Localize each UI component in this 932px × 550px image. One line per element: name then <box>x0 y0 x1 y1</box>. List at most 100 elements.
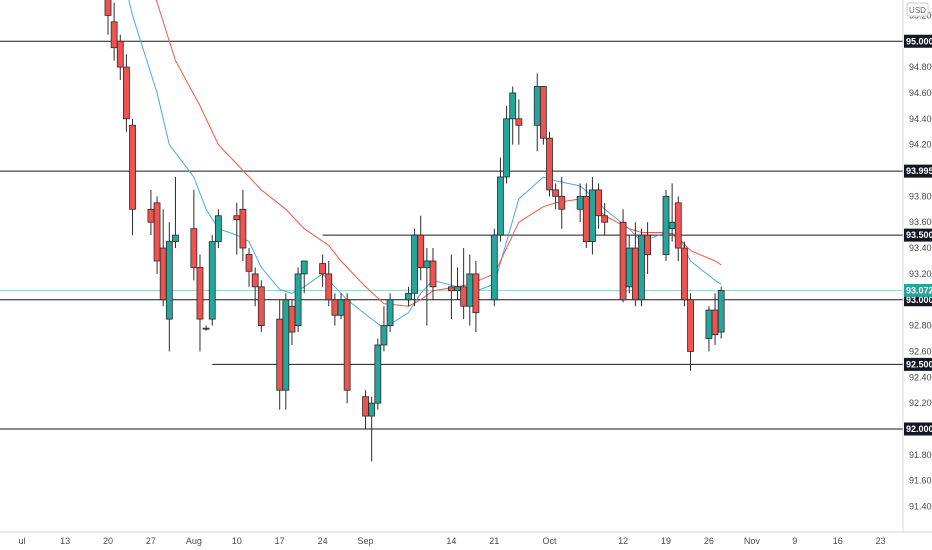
candle-body <box>497 176 504 236</box>
level-badge-label: 92.500 <box>906 359 932 369</box>
level-badge-bg <box>904 228 932 242</box>
candle-body <box>625 247 633 288</box>
candle-body <box>165 241 173 320</box>
candles <box>104 0 725 462</box>
candle <box>251 267 259 307</box>
candle <box>116 34 124 81</box>
price-tick-label: 93.400 <box>909 243 932 253</box>
candle-body <box>153 202 161 262</box>
candle-body <box>239 208 247 249</box>
candle-body <box>429 260 437 288</box>
candle-body <box>122 66 130 120</box>
candle-body <box>674 202 682 249</box>
level-badge-bg <box>904 34 932 48</box>
candle-body <box>717 290 725 333</box>
currency-box[interactable]: USD <box>906 2 929 17</box>
candle <box>165 222 173 352</box>
candle-body <box>552 189 560 197</box>
candle-body <box>515 118 523 126</box>
candle-body <box>405 292 412 301</box>
time-tick-label: 27 <box>146 536 156 546</box>
time-tick-label: 17 <box>275 536 285 546</box>
candle-body <box>472 273 480 314</box>
price-tick-label: 91.400 <box>909 502 932 512</box>
candle-body <box>668 221 676 230</box>
candle-body <box>619 221 627 301</box>
price-tick-label: 91.800 <box>909 450 932 460</box>
price-axis[interactable]: 91.400 91.600 91.800 92.000 92.200 92.400 92.6… <box>909 10 932 511</box>
candle-body <box>411 234 418 294</box>
candle-body <box>631 247 639 301</box>
candle-body <box>343 299 351 391</box>
candle-body <box>503 118 510 178</box>
candle <box>325 260 333 307</box>
level-badge-label: 93.995 <box>906 166 932 176</box>
candle-body <box>208 241 216 320</box>
candle-body <box>460 286 468 307</box>
candle <box>503 105 510 184</box>
candle-body <box>251 273 259 288</box>
candle-body <box>319 263 327 275</box>
candle-body <box>681 247 688 301</box>
candle-body <box>110 21 118 49</box>
time-tick-label: 23 <box>876 536 886 546</box>
candle-body <box>257 286 265 327</box>
candle <box>539 86 547 145</box>
candle-body <box>202 327 210 330</box>
price-tick-label: 93.800 <box>909 191 932 201</box>
time-tick-label: 20 <box>103 536 113 546</box>
candle <box>196 254 204 352</box>
candle-body <box>638 234 645 301</box>
candle-body <box>337 299 345 316</box>
time-tick-label: 21 <box>489 536 499 546</box>
time-tick-label: 13 <box>60 536 70 546</box>
current-price-label: 93.072 <box>906 285 932 295</box>
candle-body <box>589 189 596 242</box>
candle-body <box>331 299 339 316</box>
price-tick-label: 93.200 <box>909 269 932 279</box>
candle <box>300 260 308 294</box>
candle <box>104 0 112 35</box>
time-tick-label: Oct <box>542 536 557 546</box>
candle <box>122 54 130 132</box>
time-axis[interactable]: ul 13 20 27 Aug 10 17 24 Sep 14 21 Oct 12 19 26 Nov 9 16 2… <box>19 536 886 546</box>
candle-body <box>447 286 455 292</box>
candle-body <box>276 318 284 391</box>
candle <box>515 99 523 145</box>
candle-body <box>282 299 290 391</box>
level-badge: 92.000 <box>904 422 932 436</box>
candle <box>190 189 198 281</box>
candle-body <box>172 234 179 242</box>
price-tick-label: 92.400 <box>909 372 932 382</box>
candle-body <box>362 396 369 417</box>
time-tick-label: Aug <box>186 536 202 546</box>
candle-body <box>288 305 296 333</box>
candle <box>172 176 179 249</box>
time-tick-label: Sep <box>358 536 374 546</box>
candle <box>380 306 388 352</box>
current-price-badge: 93.072 <box>904 283 932 297</box>
candle <box>662 189 670 261</box>
candle-body <box>454 286 461 292</box>
candle <box>546 131 553 197</box>
candle <box>214 209 222 249</box>
candle-body <box>705 309 713 339</box>
candle-body <box>233 215 241 221</box>
level-badge: 93.995 <box>904 164 932 178</box>
candle-body <box>147 208 155 223</box>
candle-body <box>417 234 425 268</box>
level-badge-label: 93.000 <box>906 295 932 305</box>
price-tick-label: 91.600 <box>909 476 932 486</box>
current-price-badge-bg <box>904 283 932 297</box>
candle-body <box>245 254 253 272</box>
candle-body <box>466 273 474 307</box>
time-tick-label: 9 <box>792 536 797 546</box>
candle <box>497 157 504 242</box>
candle-body <box>601 215 609 223</box>
candle <box>417 215 425 281</box>
candle <box>509 86 517 145</box>
candle-body <box>368 402 376 417</box>
candle <box>490 228 498 307</box>
candle-body <box>423 260 431 268</box>
